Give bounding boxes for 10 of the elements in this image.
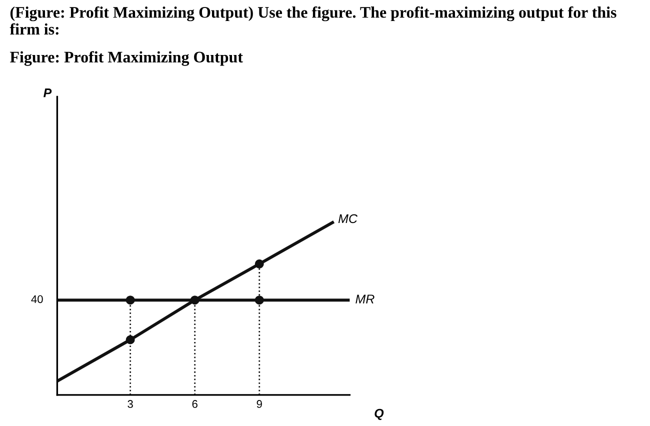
text: P (44, 88, 52, 98)
x-tick-label: 6 (192, 400, 198, 408)
x-axis-title: Q (374, 408, 384, 420)
chart-subtitle: Figure: Profit Maximizing Output (10, 51, 243, 66)
series-label: MR (356, 294, 374, 304)
chart-title: (Figure: Profit Maximizing Output) Use the figure. The profit-maximizing output for this firm is: (10, 6, 616, 35)
x-tick-label: 3 (128, 400, 133, 408)
x-tick-label: 9 (256, 400, 262, 408)
annotation: 40 (31, 295, 43, 304)
series-label: MC (338, 214, 358, 224)
